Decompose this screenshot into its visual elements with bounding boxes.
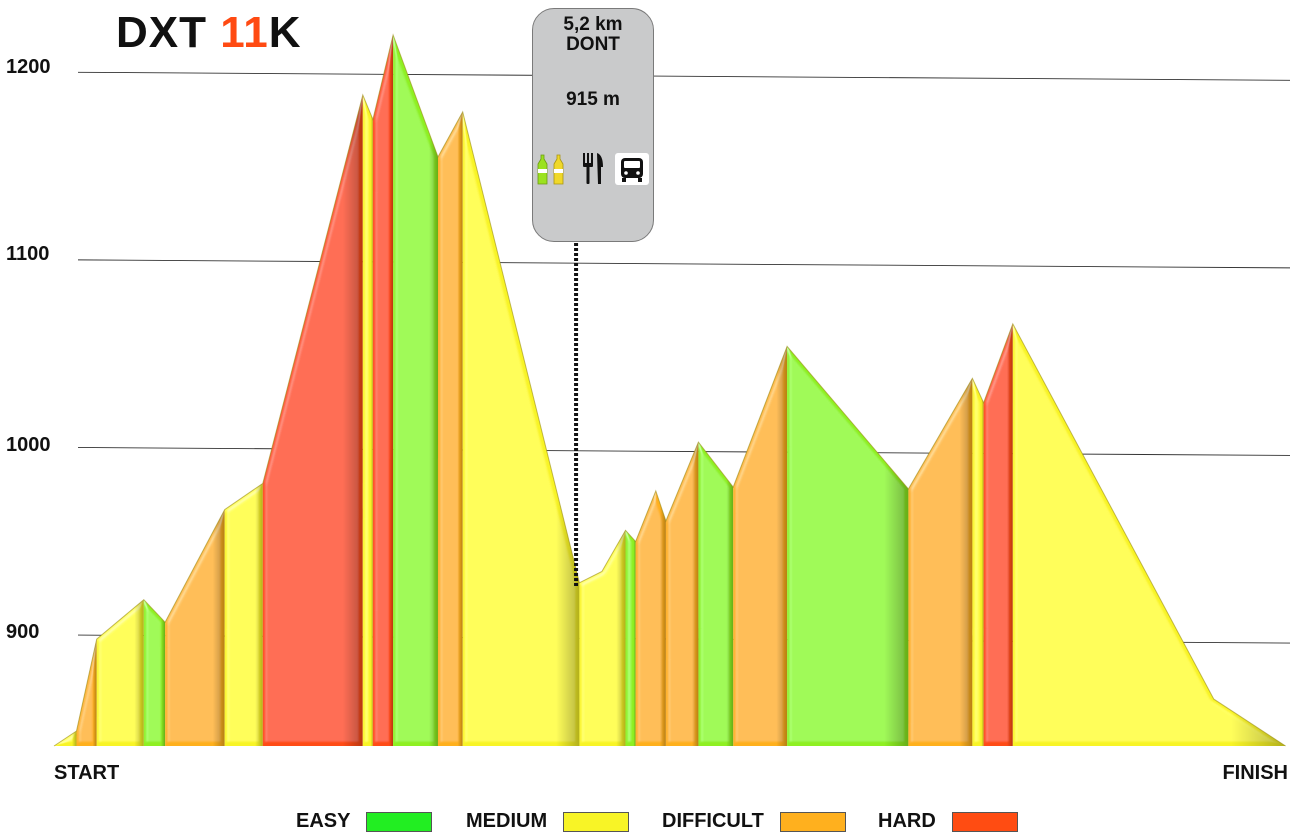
legend-swatch-hard [951, 811, 1018, 832]
segment-shade [983, 323, 1013, 746]
legend-item-hard: HARD [878, 810, 1018, 833]
title-accent: 11 [220, 8, 269, 57]
segment-shade [462, 111, 580, 746]
segment-shade [165, 509, 225, 746]
legend-label: EASY [296, 810, 351, 832]
checkpoint-callout: 5,2 km DONT 915 m [532, 8, 654, 242]
segment-shade [393, 35, 438, 746]
segment-shade [362, 95, 373, 746]
bus-icon [615, 153, 649, 185]
checkpoint-altitude: 915 m [566, 89, 620, 110]
segment-shade [437, 111, 463, 746]
legend: EASY MEDIUM DIFFICULT HARD [0, 810, 1300, 838]
segment-shade [665, 442, 699, 746]
grid-line-1000 [77, 447, 1291, 456]
grid-line-1200 [77, 71, 1291, 81]
legend-item-medium: MEDIUM [466, 810, 630, 833]
segment-shade [972, 378, 984, 746]
segment-shade [224, 483, 263, 746]
segment-shade [625, 530, 636, 746]
title-prefix: DXT [116, 8, 221, 57]
legend-item-easy: EASY [296, 810, 433, 833]
segment-shade [635, 490, 666, 746]
legend-item-difficult: DIFFICULT [662, 810, 846, 833]
segment-shade [787, 346, 909, 746]
fork-knife-icon [583, 153, 603, 184]
drinks-icon [537, 154, 564, 185]
legend-label: MEDIUM [466, 810, 548, 832]
profile-overlay [53, 33, 1286, 747]
checkpoint-name: DONT [566, 34, 620, 55]
chart-title: DXT 11K [116, 8, 302, 58]
title-suffix: K [268, 8, 302, 57]
y-tick-label-900: 900 [6, 621, 40, 643]
y-tick-label-1200: 1200 [6, 56, 51, 78]
checkpoint-services [537, 153, 649, 185]
grid-line-1100 [77, 259, 1291, 269]
legend-swatch-difficult [779, 811, 846, 832]
segment-shade [908, 378, 973, 746]
legend-swatch-medium [563, 811, 630, 832]
finish-label: FINISH [1222, 762, 1288, 784]
start-label: START [54, 762, 120, 784]
legend-label: DIFFICULT [662, 810, 764, 832]
profile-outline [53, 33, 1286, 747]
segment-shade [143, 599, 166, 746]
segment-shade [579, 530, 626, 746]
segment-shade [698, 442, 734, 746]
y-tick-label-1000: 1000 [6, 434, 51, 456]
segment-shade [372, 35, 394, 746]
segment-shade [76, 639, 97, 746]
segment-shade [262, 95, 363, 746]
legend-label: HARD [878, 810, 936, 832]
segment-shade [733, 346, 788, 746]
segment-shade [1012, 323, 1286, 746]
checkpoint-distance: 5,2 km [563, 14, 623, 35]
segment-shade [96, 599, 144, 746]
y-tick-label-1100: 1100 [6, 243, 50, 265]
profile-segments [54, 35, 1286, 746]
legend-swatch-easy [366, 811, 433, 832]
